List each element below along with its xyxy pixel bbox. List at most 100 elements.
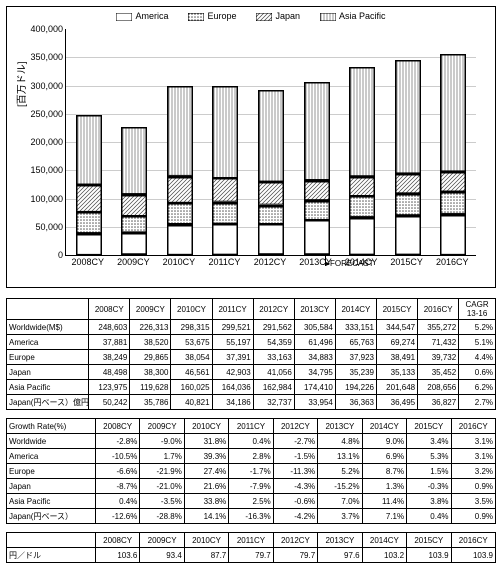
cagr-cell: 4.4% <box>459 350 496 365</box>
cagr-cell: 0.6% <box>459 365 496 380</box>
cell: 103.9 <box>407 548 451 563</box>
col-header: 2008CY <box>95 533 139 548</box>
row-label: America <box>7 335 89 350</box>
col-header: 2011CY <box>212 299 253 320</box>
cell: 103.9 <box>451 548 495 563</box>
col-header: 2008CY <box>89 299 130 320</box>
x-tick: 2010CY <box>159 257 199 267</box>
bar <box>121 127 147 255</box>
cell: 3.4% <box>407 434 451 449</box>
cell: 50,242 <box>89 395 130 410</box>
cell: 160,025 <box>171 380 212 395</box>
col-header: 2014CY <box>362 533 406 548</box>
x-tick: 2015CY <box>387 257 427 267</box>
stacked-bar-chart: [百万ドル] AmericaEuropeJapanAsia Pacific ▸F… <box>6 6 496 288</box>
row-label: Japan <box>7 365 89 380</box>
cell: 48,498 <box>89 365 130 380</box>
cell: 299,521 <box>212 320 253 335</box>
row-label: Japan(円ベース） <box>7 509 96 524</box>
row-label: Japan <box>7 479 96 494</box>
cell: 37,923 <box>335 350 376 365</box>
cell: 0.9% <box>451 509 495 524</box>
cell: 162,984 <box>253 380 294 395</box>
cell: 201,648 <box>376 380 417 395</box>
y-tick: 400,000 <box>13 24 63 34</box>
cell: 344,547 <box>376 320 417 335</box>
cell: 2.8% <box>229 449 273 464</box>
row-label: Europe <box>7 464 96 479</box>
cell: 7.0% <box>318 494 362 509</box>
col-header: 2016CY <box>451 419 495 434</box>
cell: -21.0% <box>140 479 184 494</box>
cell: 55,197 <box>212 335 253 350</box>
cell: 38,249 <box>89 350 130 365</box>
cell: 119,628 <box>130 380 171 395</box>
cell: 36,363 <box>335 395 376 410</box>
cell: 93.4 <box>140 548 184 563</box>
cell: 2.5% <box>229 494 273 509</box>
cell: -10.5% <box>95 449 139 464</box>
cell: -2.8% <box>95 434 139 449</box>
cell: 7.1% <box>362 509 406 524</box>
cell: 34,186 <box>212 395 253 410</box>
cell: 298,315 <box>171 320 212 335</box>
row-label: America <box>7 449 96 464</box>
cell: 248,603 <box>89 320 130 335</box>
cell: 1.7% <box>140 449 184 464</box>
cell: 208,656 <box>418 380 459 395</box>
cell: -0.3% <box>407 479 451 494</box>
cell: 29,865 <box>130 350 171 365</box>
cell: 8.7% <box>362 464 406 479</box>
cell: 35,133 <box>376 365 417 380</box>
y-tick: 250,000 <box>13 109 63 119</box>
cell: 174,410 <box>294 380 335 395</box>
chart-legend: AmericaEuropeJapanAsia Pacific <box>7 11 495 21</box>
cell: 14.1% <box>184 509 228 524</box>
bar <box>167 86 193 255</box>
cell: 79.7 <box>273 548 317 563</box>
col-header: 2012CY <box>273 419 317 434</box>
cell: 21.6% <box>184 479 228 494</box>
cell: -0.6% <box>273 494 317 509</box>
col-header: 2010CY <box>184 419 228 434</box>
cell: 333,151 <box>335 320 376 335</box>
cell: -16.3% <box>229 509 273 524</box>
cell: 291,562 <box>253 320 294 335</box>
col-header: 2015CY <box>407 419 451 434</box>
y-tick: 350,000 <box>13 52 63 62</box>
cagr-cell: 2.7% <box>459 395 496 410</box>
col-header: 2015CY <box>407 533 451 548</box>
cell: 65,763 <box>335 335 376 350</box>
cell: 4.8% <box>318 434 362 449</box>
cell: 38,300 <box>130 365 171 380</box>
bar <box>395 60 421 255</box>
cell: -12.6% <box>95 509 139 524</box>
cell: 13.1% <box>318 449 362 464</box>
col-header: 2016CY <box>418 299 459 320</box>
fx-table: 2008CY2009CY2010CY2011CY2012CY2013CY2014… <box>6 532 496 563</box>
cell: -1.7% <box>229 464 273 479</box>
cell: 3.1% <box>451 449 495 464</box>
row-label: Worldwide(M$) <box>7 320 89 335</box>
cell: -1.5% <box>273 449 317 464</box>
x-tick: 2014CY <box>341 257 381 267</box>
cell: 3.5% <box>451 494 495 509</box>
cagr-cell: 5.2% <box>459 320 496 335</box>
growth-title: Growth Rate(%) <box>7 419 96 434</box>
col-header: 2014CY <box>335 299 376 320</box>
cell: 3.1% <box>451 434 495 449</box>
cell: -15.2% <box>318 479 362 494</box>
cell: 164,036 <box>212 380 253 395</box>
cell: 0.4% <box>95 494 139 509</box>
col-header: 2008CY <box>95 419 139 434</box>
row-label: Asia Pacific <box>7 380 89 395</box>
col-header: 2013CY <box>318 419 362 434</box>
cell: 79.7 <box>229 548 273 563</box>
cell: -6.6% <box>95 464 139 479</box>
col-header: 2009CY <box>140 419 184 434</box>
x-tick: 2011CY <box>204 257 244 267</box>
cell: 3.2% <box>451 464 495 479</box>
cell: 38,520 <box>130 335 171 350</box>
cell: -4.3% <box>273 479 317 494</box>
col-header: 2012CY <box>253 299 294 320</box>
